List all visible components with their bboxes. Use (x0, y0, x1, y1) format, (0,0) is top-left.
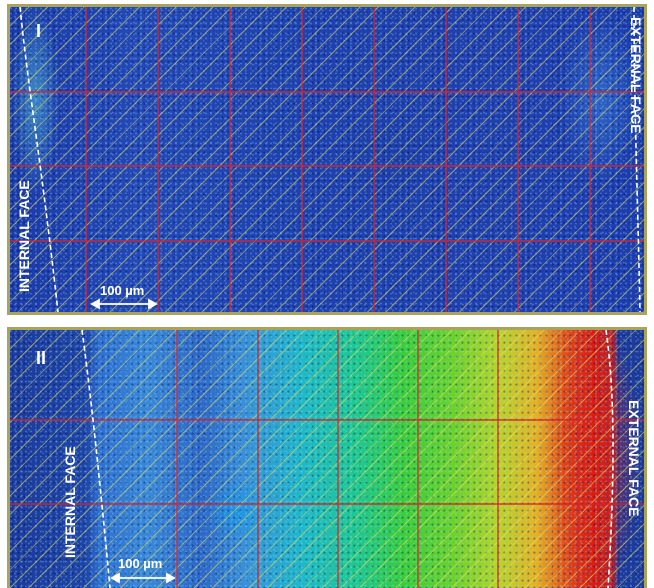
external-face-label: EXTERNAL FACE (626, 400, 642, 516)
panel-ii-grid (10, 330, 644, 588)
panel-id-label: II (36, 348, 46, 369)
scale-bar (92, 300, 156, 308)
scale-bar-label: 100 µm (100, 283, 144, 298)
panel-i-overlay (10, 7, 644, 312)
panel-i-grid (10, 7, 644, 312)
panel-ii: II INTERNAL FACE EXTERNAL FACE 100 µm (7, 327, 647, 588)
external-face-label: EXTERNAL FACE (628, 17, 644, 133)
internal-face-label: INTERNAL FACE (16, 180, 32, 292)
internal-face-boundary (82, 330, 110, 588)
panel-ii-overlay (10, 330, 644, 588)
panel-id-label: I (36, 21, 41, 42)
scale-bar (112, 574, 174, 582)
panel-i: I INTERNAL FACE EXTERNAL FACE 100 µm (7, 4, 647, 315)
scale-bar-label: 100 µm (118, 556, 162, 571)
external-face-boundary (606, 330, 613, 588)
internal-face-label: INTERNAL FACE (62, 446, 78, 558)
